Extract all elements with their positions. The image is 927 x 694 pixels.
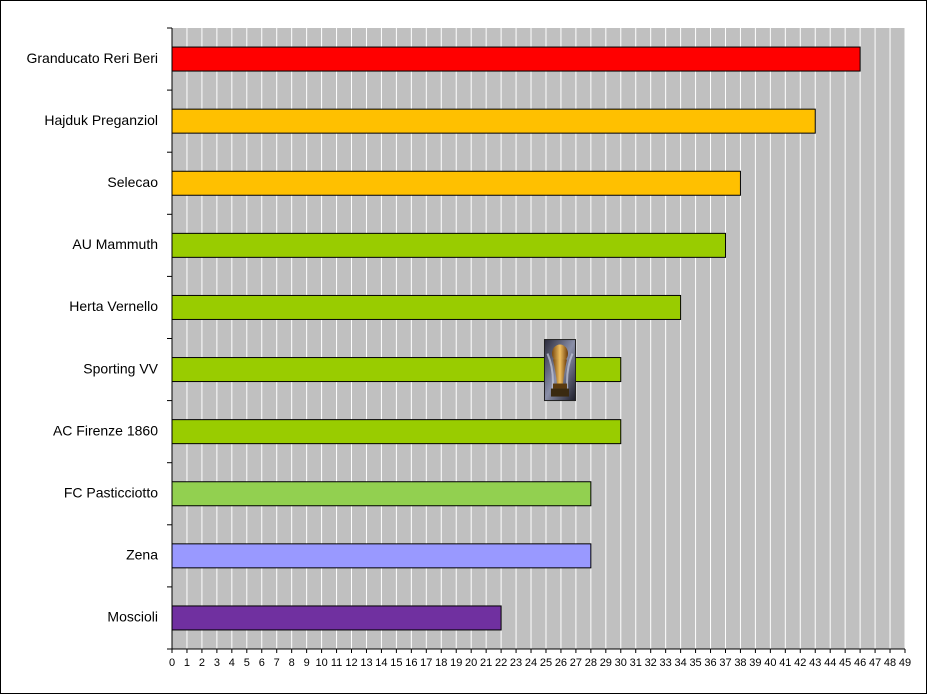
- bar: [171, 232, 726, 258]
- x-tick-label: 46: [854, 657, 866, 669]
- category-labels: Granducato Reri Beri Hajduk Preganziol Sel…: [26, 50, 158, 625]
- x-tick-label: 10: [315, 657, 327, 669]
- x-tick-label: 39: [749, 657, 761, 669]
- x-tick-label: 47: [869, 657, 881, 669]
- trophy-base-band: [552, 383, 567, 389]
- x-tick-label: 18: [435, 657, 447, 669]
- bar: [171, 108, 816, 134]
- bar: [171, 419, 622, 445]
- x-tick-label: 3: [214, 657, 220, 669]
- x-tick-label: 7: [274, 657, 280, 669]
- bar: [171, 605, 502, 631]
- x-tick-label: 27: [570, 657, 582, 669]
- x-tick-label: 17: [420, 657, 432, 669]
- x-tick-label: 25: [540, 657, 552, 669]
- category-label: Herta Vernello: [69, 298, 158, 314]
- x-tick-label: 16: [405, 657, 417, 669]
- category-label: Selecao: [107, 174, 158, 190]
- x-tick-label: 32: [645, 657, 657, 669]
- category-label: AU Mammuth: [72, 236, 158, 252]
- category-label: Moscioli: [107, 609, 158, 625]
- bar: [171, 294, 682, 320]
- bars: [171, 46, 861, 631]
- x-tick-label: 0: [169, 657, 175, 669]
- trophy-top: [551, 344, 568, 363]
- x-tick-label: 1: [184, 657, 190, 669]
- x-tick-label: 36: [704, 657, 716, 669]
- x-tick-label: 22: [495, 657, 507, 669]
- x-tick-label: 41: [779, 657, 791, 669]
- x-tick-label: 31: [630, 657, 642, 669]
- x-tick-label: 24: [525, 657, 537, 669]
- x-tick-label: 12: [345, 657, 357, 669]
- x-tick-label: 6: [259, 657, 265, 669]
- x-tick-label: 14: [375, 657, 387, 669]
- trophy-base: [550, 388, 569, 397]
- x-tick-label: 42: [794, 657, 806, 669]
- x-tick-label: 43: [809, 657, 821, 669]
- bar: [171, 170, 741, 196]
- x-tick-label: 19: [450, 657, 462, 669]
- x-tick-label: 11: [331, 657, 342, 669]
- x-tick-label: 20: [465, 657, 477, 669]
- bar: [171, 481, 592, 507]
- x-tick-label: 35: [689, 657, 701, 669]
- x-tick-label: 40: [764, 657, 776, 669]
- x-tick-label: 29: [600, 657, 612, 669]
- trophy-glow: [546, 353, 574, 392]
- x-tick-label: 2: [199, 657, 205, 669]
- bar: [171, 543, 592, 569]
- x-tick-label: 23: [510, 657, 522, 669]
- annotation-layer: [543, 339, 576, 402]
- category-label: Sporting VV: [83, 360, 158, 376]
- x-tick-label: 33: [660, 657, 672, 669]
- x-tick-labels: 0 1 2 3 4 5 6 7 8 9 10 11 12 13 14 15 16 17 18 19 20 21 22 23 24…: [169, 657, 911, 669]
- x-tick-label: 5: [244, 657, 250, 669]
- x-tick-label: 13: [360, 657, 372, 669]
- category-label: Granducato Reri Beri: [26, 50, 158, 66]
- x-tick-label: 8: [289, 657, 295, 669]
- x-tick-label: 9: [304, 657, 310, 669]
- x-tick-label: 28: [585, 657, 597, 669]
- x-tick-label: 44: [824, 657, 836, 669]
- x-tick-label: 15: [390, 657, 402, 669]
- x-tick-label: 48: [884, 657, 896, 669]
- x-tick-label: 26: [555, 657, 567, 669]
- x-tick-label: 37: [719, 657, 731, 669]
- x-tick-label: 45: [839, 657, 851, 669]
- trophy-body: [552, 359, 567, 384]
- x-tick-label: 49: [899, 657, 911, 669]
- trophy-icon: [543, 339, 576, 402]
- category-label: Hajduk Preganziol: [44, 112, 158, 128]
- bar: [171, 46, 861, 72]
- x-tick-label: 38: [734, 657, 746, 669]
- x-tick-label: 34: [674, 657, 686, 669]
- x-tick-label: 30: [615, 657, 627, 669]
- x-tick-label: 4: [229, 657, 235, 669]
- category-label: Zena: [126, 547, 158, 563]
- category-label: AC Firenze 1860: [53, 422, 158, 438]
- x-tick-label: 21: [480, 657, 492, 669]
- category-label: FC Pasticciotto: [64, 484, 158, 500]
